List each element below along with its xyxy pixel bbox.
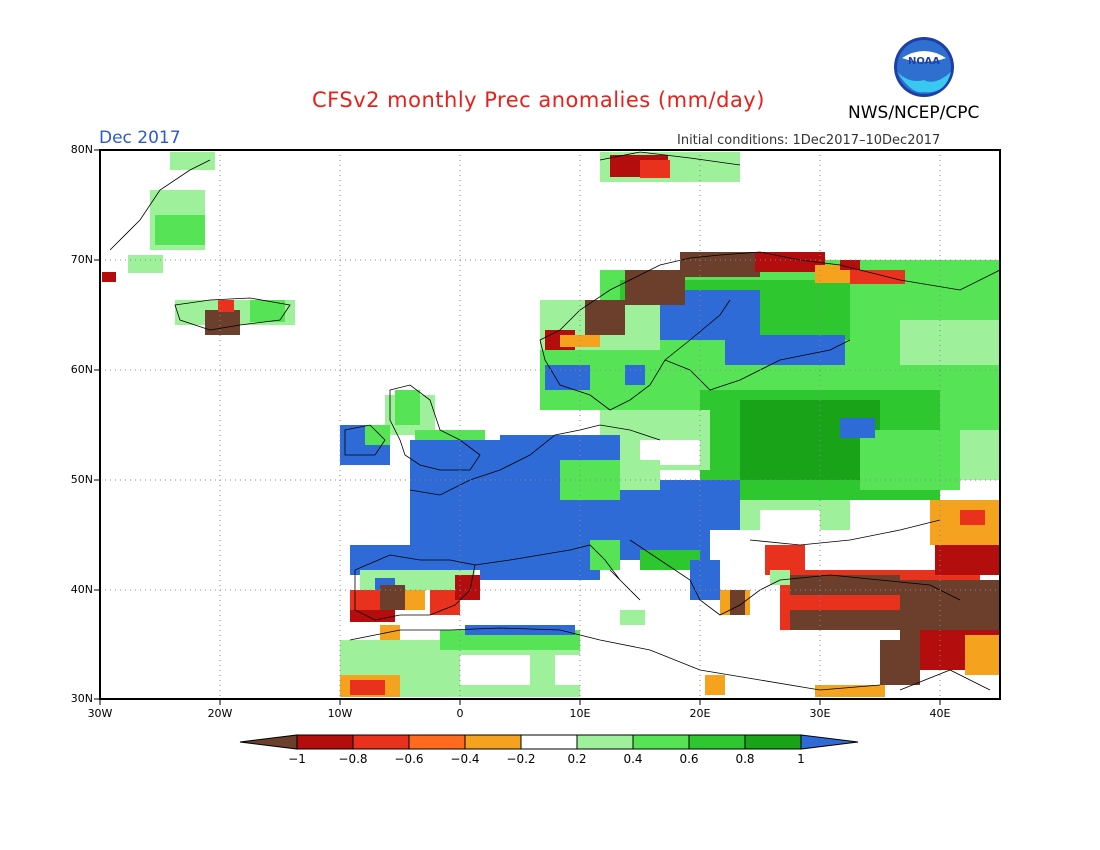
- lat-label: 50N: [70, 473, 93, 486]
- colorbar-label: −0.2: [506, 752, 536, 766]
- colorbar-label: 1: [797, 752, 805, 766]
- colorbar-label: 0.8: [735, 752, 755, 766]
- period-label: Dec 2017: [99, 128, 181, 148]
- lon-label: 20E: [689, 707, 711, 720]
- colorbar-swatch: [632, 734, 690, 750]
- colorbar-swatch: [296, 734, 354, 750]
- graticule: [100, 150, 1000, 699]
- lat-label: 40N: [70, 583, 93, 596]
- lat-label: 60N: [70, 363, 93, 376]
- lat-label: 30N: [70, 692, 93, 705]
- map-title: CFSv2 monthly Prec anomalies (mm/day): [312, 88, 765, 112]
- lon-label: 20W: [207, 707, 233, 720]
- lon-label: 0: [456, 707, 464, 720]
- colorbar-swatch: [688, 734, 746, 750]
- colorbar-max-arrow: [800, 734, 859, 750]
- colorbar-swatch: [352, 734, 410, 750]
- lon-label: 30W: [87, 707, 113, 720]
- colorbar-label: −0.4: [450, 752, 480, 766]
- colorbar-label: 0.2: [567, 752, 587, 766]
- colorbar-label: 0.6: [679, 752, 699, 766]
- lon-label: 10E: [569, 707, 591, 720]
- colorbar-label: 0.4: [623, 752, 643, 766]
- axis-ticks: [94, 149, 941, 705]
- lat-label: 80N: [70, 143, 93, 156]
- colorbar-min-arrow: [239, 734, 298, 750]
- colorbar-swatch: [408, 734, 466, 750]
- colorbar-label: −0.8: [338, 752, 368, 766]
- noaa-logo-icon: NOAA: [894, 37, 954, 97]
- colorbar-swatch: [520, 734, 578, 750]
- colorbar-swatch: [576, 734, 634, 750]
- colorbar-label: −1: [288, 752, 306, 766]
- colorbar-swatch: [464, 734, 522, 750]
- map-frame: [99, 149, 1001, 700]
- logo-text: NOAA: [908, 56, 940, 67]
- lon-label: 30E: [809, 707, 831, 720]
- lon-label: 10W: [327, 707, 353, 720]
- lat-label: 70N: [70, 253, 93, 266]
- colorbar-swatch: [744, 734, 802, 750]
- agency-label: NWS/NCEP/CPC: [848, 103, 980, 123]
- initial-conditions-label: Initial conditions: 1Dec2017–10Dec2017: [677, 133, 941, 148]
- colorbar-label: −0.6: [394, 752, 424, 766]
- lon-label: 40E: [929, 707, 951, 720]
- colorbar: [239, 734, 859, 750]
